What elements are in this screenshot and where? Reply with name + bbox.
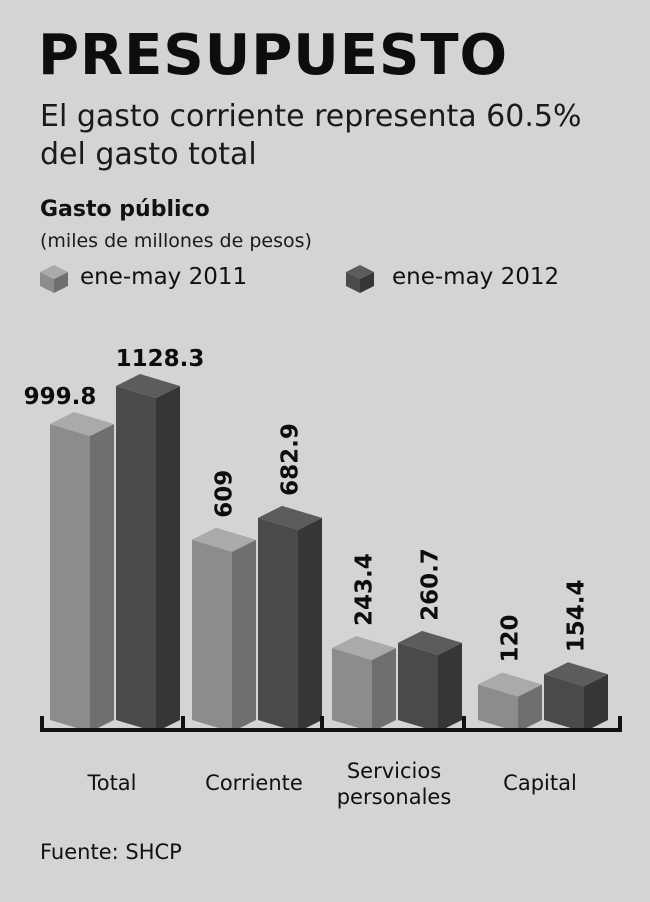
legend-swatch-2012	[346, 265, 374, 293]
source-note: Fuente: SHCP	[40, 840, 182, 864]
value-label-s1-c3: 154.4	[564, 580, 590, 653]
bar-s0-c0-top	[50, 412, 114, 437]
bar-s0-c1-front	[192, 539, 232, 732]
subtitle-line-1: El gasto corriente representa 60.5%	[40, 99, 582, 134]
bar-s1-c3	[544, 662, 608, 732]
value-label-s1-c2: 260.7	[418, 548, 444, 621]
bar-s0-c3-side	[518, 684, 542, 732]
bar-s1-c2-top	[398, 630, 462, 655]
category-label-2-0: Servicios	[347, 759, 441, 783]
bar-s1-c1-side	[298, 517, 322, 732]
bar-s1-c2-side	[438, 642, 462, 732]
bar-s1-c3-top	[544, 662, 608, 687]
bars: 999.8 1128.3 609 682.9 243.4 260.7 120 154.4	[24, 346, 608, 732]
legend-swatch-2012-top	[346, 265, 374, 279]
legend	[40, 265, 374, 293]
bar-s0-c1-top	[192, 527, 256, 552]
bar-s1-c2	[398, 630, 462, 732]
bar-s0-c3-top	[478, 672, 542, 697]
bar-s1-c1-top	[258, 505, 322, 530]
bar-s1-c1	[258, 505, 322, 732]
bar-s0-c2-side	[372, 647, 396, 732]
bar-s0-c2-front	[332, 647, 372, 732]
bar-s1-c0-side	[156, 386, 180, 732]
category-label-0-0: Total	[86, 771, 136, 795]
value-label-s0-c2: 243.4	[352, 553, 378, 626]
chart-title: Gasto público	[40, 197, 210, 222]
value-label-s1-c1: 682.9	[278, 423, 304, 496]
bar-s1-c1-front	[258, 517, 298, 732]
value-label-s0-c0: 999.8	[24, 384, 97, 410]
value-label-s0-c1: 609	[212, 470, 238, 518]
bar-s0-c0-side	[90, 424, 114, 732]
legend-swatch-2011-top	[40, 265, 68, 279]
bar-s0-c3-front	[478, 684, 518, 732]
value-label-s1-c0: 1128.3	[116, 346, 205, 372]
bar-s0-c0-front	[50, 424, 90, 732]
bar-s0-c2-top	[332, 635, 396, 660]
subtitle-line-2: del gasto total	[40, 137, 257, 172]
bar-s1-c0	[116, 374, 180, 732]
bar-s0-c2	[332, 635, 396, 732]
page-subtitle: El gasto corriente representa 60.5% del …	[40, 98, 640, 174]
category-label-1-0: Corriente	[205, 771, 303, 795]
legend-label-2011: ene-may 2011	[80, 264, 248, 290]
legend-swatch-2011	[40, 265, 68, 293]
bar-s0-c3	[478, 672, 542, 732]
chart-units: (miles de millones de pesos)	[40, 230, 312, 252]
page-title: PRESUPUESTO	[38, 23, 509, 88]
bar-s0-c1	[192, 527, 256, 732]
bar-s1-c3-side	[584, 674, 608, 732]
bar-s1-c0-top	[116, 374, 180, 399]
category-label-3-0: Capital	[503, 771, 577, 795]
bar-s0-c0	[50, 412, 114, 732]
bar-s1-c3-front	[544, 674, 584, 732]
legend-label-2012: ene-may 2012	[392, 264, 560, 290]
category-label-2-1: personales	[337, 785, 452, 809]
bar-s0-c1-side	[232, 539, 256, 732]
value-label-s0-c3: 120	[498, 614, 524, 662]
bar-s1-c2-front	[398, 642, 438, 732]
bar-s1-c0-front	[116, 386, 156, 732]
